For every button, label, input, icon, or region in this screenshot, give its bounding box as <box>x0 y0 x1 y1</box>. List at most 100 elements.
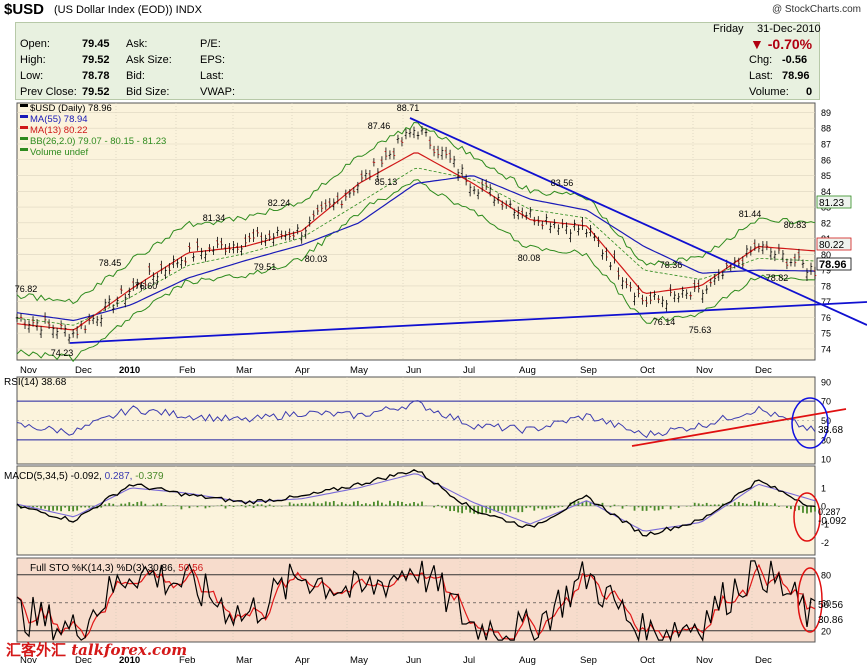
macd-line <box>16 469 816 537</box>
sto-legend: Full STO %K(14,3) %D(3) 30.86, 50.56 <box>30 563 204 574</box>
x-axis-label-bottom: Sep <box>580 655 597 666</box>
price-annotation: 78.82 <box>766 273 789 283</box>
pe-label: P/E: <box>200 38 221 50</box>
high-value: 79.52 <box>82 54 110 66</box>
price-tick-label: 86 <box>821 155 831 165</box>
rsi-panel <box>16 376 816 465</box>
price-tick-label: 78 <box>821 281 831 291</box>
price-annotation: 81.44 <box>739 209 762 219</box>
vwap-label: VWAP: <box>200 86 236 98</box>
price-tick-label: 74 <box>821 344 831 354</box>
macd-tick-label: -2 <box>821 538 829 548</box>
macd-tag: 0.287 <box>818 507 841 517</box>
price-tick-label: 79 <box>821 266 831 276</box>
volume-label: Volume: <box>749 86 789 98</box>
rsi-tick-label: 90 <box>821 377 831 387</box>
x-axis-label: Aug <box>519 365 536 376</box>
x-axis-label: 2010 <box>119 365 140 376</box>
x-axis-label: Jun <box>406 365 421 376</box>
sto-highlight-circle <box>797 567 823 633</box>
macd-tick-label: 1 <box>821 483 826 493</box>
price-annotation: 78.45 <box>99 258 122 268</box>
x-axis-label-bottom: Dec <box>75 655 92 666</box>
price-legend-item: MA(55) 78.94 <box>30 114 88 125</box>
legend-swatch <box>20 148 28 151</box>
x-axis-label-bottom: Jul <box>463 655 475 666</box>
ticker-symbol: $USD <box>4 1 45 18</box>
chg-value: -0.56 <box>782 54 808 66</box>
price-annotation: 74.23 <box>51 348 74 358</box>
bid-size-label: Bid Size: <box>126 86 170 98</box>
last-label-mid: Last: <box>200 70 224 82</box>
legend-swatch <box>20 115 28 118</box>
open-value: 79.45 <box>82 38 110 50</box>
price-annotation: 80.83 <box>784 220 807 230</box>
x-axis-label-bottom: Feb <box>179 655 195 666</box>
x-axis-label-bottom: Jun <box>406 655 421 666</box>
ask-label: Ask: <box>126 38 148 50</box>
price-annotation: 75.63 <box>689 325 712 335</box>
x-axis-label-bottom: Nov <box>20 655 37 666</box>
price-annotation: 87.46 <box>368 121 391 131</box>
quote-date: 31-Dec-2010 <box>757 23 821 35</box>
quote-panel: Open: 79.45 High: 79.52 Low: 78.78 Prev … <box>15 22 821 100</box>
sto-tag: 50.56 <box>818 600 843 611</box>
x-axis-label-bottom: Dec <box>755 655 772 666</box>
price-tick-label: 76 <box>821 313 831 323</box>
sto-k-line <box>16 560 816 643</box>
bid-label: Bid: <box>126 70 145 82</box>
x-axis-label-bottom: Oct <box>640 655 655 666</box>
price-tick-label: 77 <box>821 297 831 307</box>
sto-legend-main: Full STO %K(14,3) %D(3) 30.86, <box>30 563 178 574</box>
rsi-tag: 38.68 <box>818 425 843 436</box>
macd-panel <box>16 465 816 556</box>
x-axis-label-bottom: Nov <box>696 655 713 666</box>
price-annotation: 81.34 <box>203 213 226 223</box>
ticker-name: (US Dollar Index (EOD)) INDX <box>54 4 202 16</box>
price-tag: 80.22 <box>819 240 844 251</box>
price-tick-label: 89 <box>821 108 831 118</box>
rsi-legend: RSI(14) 38.68 <box>4 377 67 388</box>
x-axis-label: Jul <box>463 365 475 376</box>
macd-legend-signal: 0.287, <box>105 471 136 482</box>
resistance-trendline <box>409 117 867 326</box>
ma13-line <box>16 152 816 331</box>
eps-label: EPS: <box>200 54 226 66</box>
x-axis-label-bottom: Mar <box>236 655 252 666</box>
price-annotation: 79.51 <box>254 262 277 272</box>
quote-day: Friday <box>713 23 744 35</box>
x-axis-label: Sep <box>580 365 597 376</box>
last-value: 78.96 <box>782 70 810 82</box>
sto-legend-d: 50.56 <box>178 563 203 574</box>
support-trendline <box>69 301 867 344</box>
legend-swatch <box>20 126 28 129</box>
x-axis-label: Nov <box>20 365 37 376</box>
last-label: Last: <box>749 70 773 82</box>
high-label: High: <box>20 54 46 66</box>
price-legend-item: MA(13) 80.22 <box>30 125 88 136</box>
macd-tag: -0.092 <box>818 516 847 527</box>
rsi-line <box>16 400 816 439</box>
price-annotation: 76.14 <box>653 317 676 327</box>
price-tick-label: 85 <box>821 171 831 181</box>
ask-size-label: Ask Size: <box>126 54 172 66</box>
rsi-tick-label: 50 <box>821 416 831 426</box>
bb-middle-line <box>16 167 816 326</box>
prev-close-label: Prev Close: <box>20 86 77 98</box>
price-annotation: 78.36 <box>660 260 683 270</box>
x-axis-label-bottom: Aug <box>519 655 536 666</box>
price-tag-box <box>816 257 852 271</box>
rsi-trendline <box>631 408 847 447</box>
copyright: @ StockCharts.com <box>771 4 861 15</box>
price-tick-label: 84 <box>821 187 831 197</box>
x-axis-label: Mar <box>236 365 252 376</box>
chart-header: $USD (US Dollar Index (EOD)) INDX @ Stoc… <box>0 0 867 22</box>
bb-upper-line <box>16 121 816 305</box>
x-axis-label: Feb <box>179 365 195 376</box>
price-tick-label: 82 <box>821 218 831 228</box>
macd-tick-label: -1 <box>821 520 829 530</box>
x-axis-label-bottom: 2010 <box>119 655 140 666</box>
price-annotation: 88.71 <box>397 103 420 113</box>
price-tag-box <box>816 195 852 209</box>
